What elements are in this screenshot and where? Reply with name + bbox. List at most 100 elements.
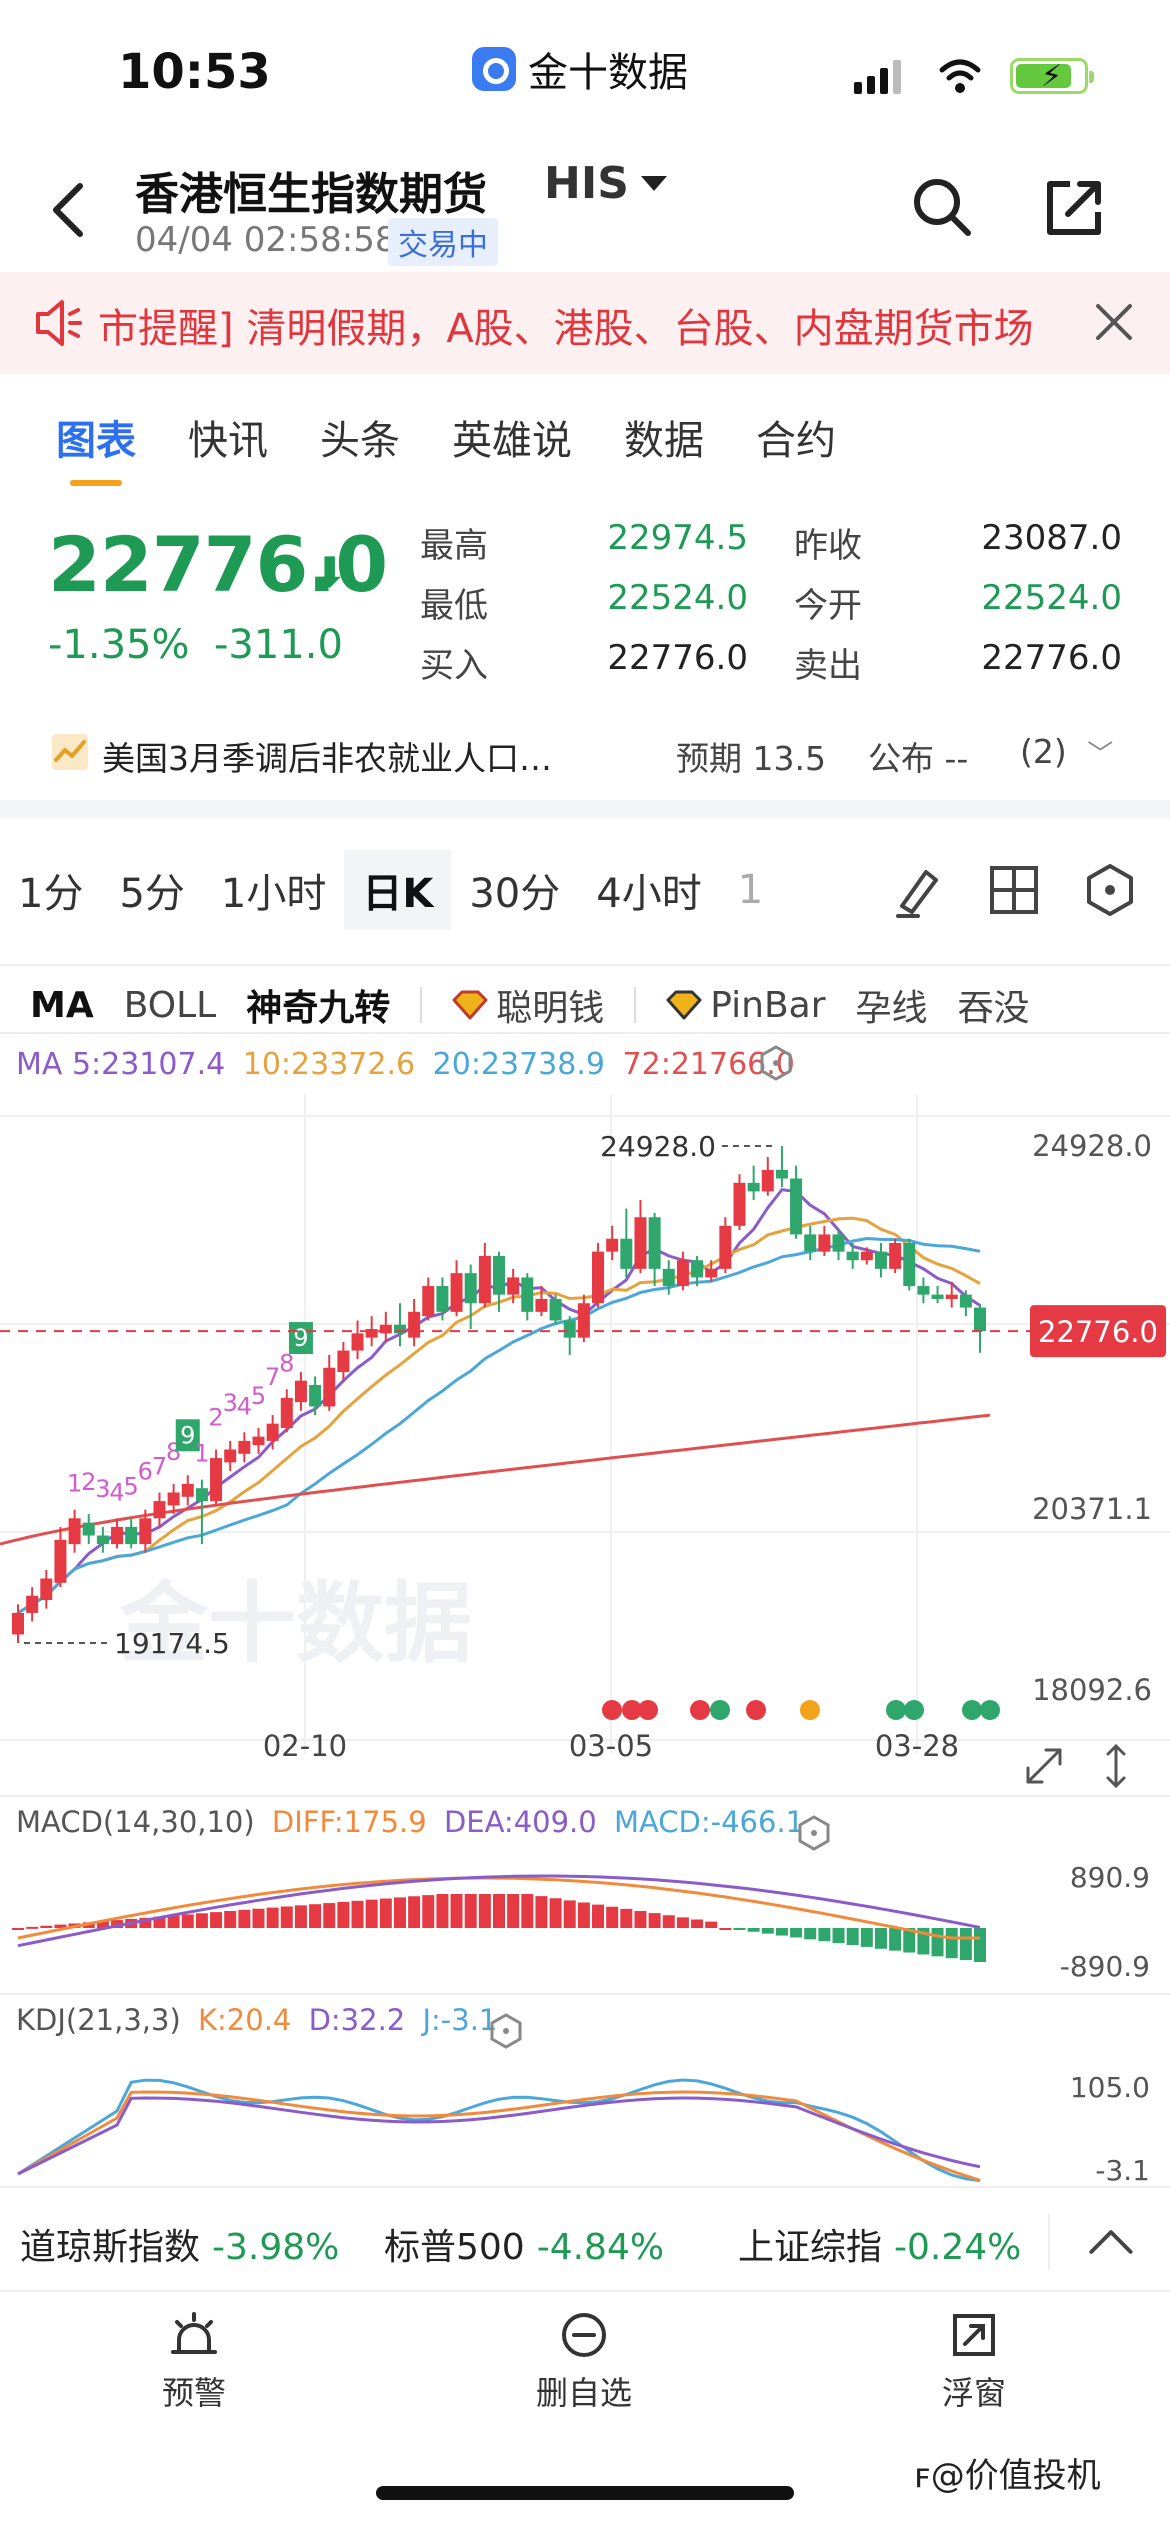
ma-settings-icon[interactable] [760, 1045, 792, 1081]
macd-bar [26, 1926, 39, 1929]
current-price-label: 22776.0 [1038, 1315, 1158, 1349]
economic-event[interactable]: 美国3月季调后非农就业人口… 预期 13.5 公布 -- (2) ﹀ [52, 728, 1132, 778]
close-icon[interactable] [1094, 302, 1134, 342]
macd-bar [945, 1928, 958, 1959]
tab-data[interactable]: 数据 [624, 418, 704, 464]
indicator-nine-turn[interactable]: 神奇九转 [246, 988, 391, 1029]
candle-body [12, 1612, 24, 1635]
candle-body [606, 1238, 619, 1252]
share-icon[interactable] [1044, 178, 1104, 238]
y-axis-label: 24928.0 [1032, 1129, 1152, 1163]
draw-tool-icon[interactable] [888, 860, 948, 920]
macd-params: MACD(14,30,10) [16, 1805, 255, 1839]
macd-settings-icon[interactable] [798, 1815, 830, 1851]
macd-bar [804, 1928, 817, 1940]
event-dot [800, 1700, 820, 1720]
indicator-pinbar[interactable]: PinBar [666, 984, 826, 1026]
macd-bar [775, 1928, 788, 1936]
candle-body [210, 1458, 223, 1502]
divider [420, 987, 423, 1023]
macd-bar [323, 1903, 336, 1928]
macd-legend: MACD(14,30,10) DIFF:175.9 DEA:409.0 MACD… [16, 1805, 804, 1839]
candle-body [280, 1397, 293, 1428]
alert-label: 预警 [161, 2374, 226, 2412]
macd-bar [224, 1911, 237, 1928]
indicator-harami[interactable]: 孕线 [855, 988, 928, 1029]
period-30min[interactable]: 30分 [469, 871, 561, 917]
index-ticker[interactable]: 道琼斯指数 -3.98% 标普500 -4.84% 上证综指 -0.24% [0, 2186, 1170, 2292]
candle-body [535, 1298, 548, 1312]
macd-bar [790, 1928, 803, 1938]
period-5min[interactable]: 5分 [119, 871, 185, 917]
candle-body [224, 1449, 237, 1463]
macd-value: MACD:-466.1 [614, 1805, 804, 1839]
indicator-ma[interactable]: MA [30, 984, 94, 1026]
expand-icon[interactable] [1026, 1748, 1062, 1784]
nine-turn-label: 7 [265, 1363, 280, 1391]
ticker-shanghai-change: -0.24% [894, 2227, 1022, 2268]
candle-body [478, 1255, 491, 1304]
ma5-legend: MA 5:23107.4 [16, 1047, 225, 1082]
tab-contract[interactable]: 合约 [756, 418, 836, 464]
kdj-settings-icon[interactable] [490, 2013, 522, 2049]
settings-hexagon-icon[interactable] [1080, 860, 1140, 920]
period-1min[interactable]: 1分 [18, 871, 84, 917]
ticker-sp500[interactable]: 标普500 -4.84% [384, 2218, 664, 2270]
macd-dea: DEA:409.0 [444, 1805, 597, 1839]
back-icon[interactable] [46, 180, 90, 240]
macd-bar [719, 1928, 732, 1930]
candle-body [450, 1273, 463, 1312]
candle-body [719, 1225, 732, 1269]
macd-bar [818, 1928, 831, 1942]
nine-turn-label: 1 [67, 1470, 82, 1498]
current-price-line: 22776.0 [0, 1305, 1166, 1358]
nine-turn-label: 7 [152, 1452, 167, 1480]
ticker-dow[interactable]: 道琼斯指数 -3.98% [20, 2218, 339, 2270]
macd-bar [238, 1909, 251, 1928]
macd-bar [266, 1907, 279, 1928]
tab-chart[interactable]: 图表 [56, 408, 136, 486]
chevron-up-icon[interactable] [1048, 2214, 1168, 2270]
ticker-shanghai[interactable]: 上证综指 -0.24% [738, 2218, 1021, 2270]
macd-bar [705, 1921, 718, 1928]
macd-bar [280, 1906, 293, 1928]
weibo-icon: ꜰ [914, 2456, 931, 2496]
period-1hour[interactable]: 1小时 [220, 871, 327, 917]
grid-layout-icon[interactable] [984, 860, 1044, 920]
candle-body [648, 1217, 661, 1269]
candle-body [111, 1526, 124, 1545]
candle-body [125, 1526, 138, 1545]
nine-turn-label: 5 [251, 1382, 266, 1410]
notice-banner[interactable]: 市提醒] 清明假期，A股、港股、台股、内盘期货市场 [0, 272, 1170, 374]
diamond-icon [666, 990, 702, 1020]
indicator-boll[interactable]: BOLL [123, 984, 217, 1026]
event-dot [746, 1700, 766, 1720]
tab-flash-news[interactable]: 快讯 [188, 418, 268, 464]
period-daily[interactable]: 日K [344, 850, 452, 930]
candle-body [974, 1307, 986, 1332]
event-count[interactable]: (2) ﹀ [1020, 732, 1113, 771]
indicator-smart-money[interactable]: 聪明钱 [452, 979, 604, 1031]
macd-bar [620, 1908, 633, 1928]
battery-icon: ⚡ [1010, 58, 1094, 94]
tab-headlines[interactable]: 头条 [320, 418, 400, 464]
tab-heroes[interactable]: 英雄说 [452, 418, 572, 464]
float-window-button[interactable]: 浮窗 [904, 2310, 1044, 2414]
period-more[interactable]: 1 [737, 867, 764, 913]
macd-bar [733, 1928, 746, 1930]
app-indicator[interactable]: 金十数据 [472, 40, 688, 98]
period-4hour[interactable]: 4小时 [596, 871, 702, 917]
kline-chart[interactable]: MA 5:23107.4 10:23372.6 20:23738.9 72:21… [0, 1034, 1170, 2184]
nine-turn-badge [175, 1419, 200, 1452]
candle-body [832, 1234, 845, 1252]
prev-close-value: 23087.0 [981, 518, 1122, 558]
ma10-legend: 10:23372.6 [243, 1047, 415, 1082]
alert-button[interactable]: 预警 [124, 2310, 264, 2414]
indicator-engulfing[interactable]: 吞没 [957, 988, 1030, 1029]
remove-watchlist-button[interactable]: 删自选 [514, 2310, 654, 2414]
nine-turn-label: 8 [279, 1349, 294, 1377]
indicator-pinbar-label: PinBar [710, 984, 826, 1026]
vertical-resize-icon[interactable] [1106, 1743, 1126, 1789]
search-icon[interactable] [910, 175, 974, 239]
symbol-selector[interactable]: HIS [544, 158, 667, 209]
